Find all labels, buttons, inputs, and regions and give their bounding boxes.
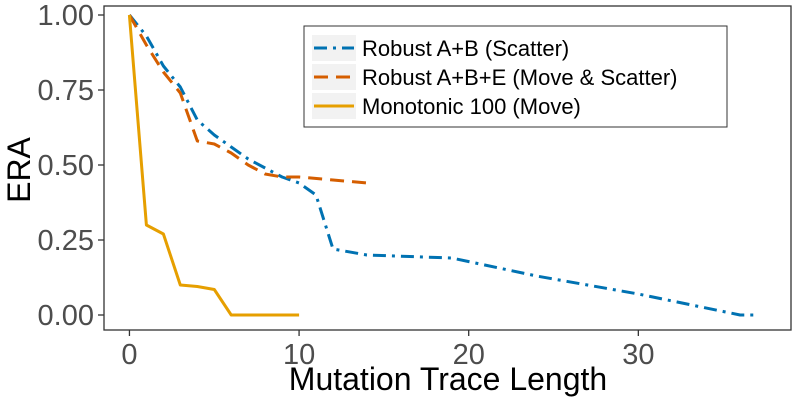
legend-label-1: Robust A+B (Scatter) (362, 36, 569, 61)
x-tick-label: 0 (121, 339, 137, 371)
series-line-2 (128, 14, 368, 185)
plot-panel-border (103, 5, 792, 331)
y-tick-label: 1.00 (38, 0, 94, 32)
legend-box (303, 25, 728, 128)
x-axis-title: Mutation Trace Length (289, 361, 607, 397)
y-tick-label: 0.00 (38, 300, 94, 332)
x-tick-label: 10 (283, 339, 315, 371)
series-line-3 (127, 14, 300, 317)
x-tick-label: 20 (453, 339, 485, 371)
y-axis-title: ERA (1, 136, 37, 202)
y-tick-label: 0.75 (38, 75, 94, 107)
legend-label-2: Robust A+B+E (Move & Scatter) (362, 65, 677, 90)
series-line-1 (128, 14, 758, 317)
x-tick-label: 30 (622, 339, 654, 371)
y-tick-label: 0.25 (38, 225, 94, 257)
legend: Robust A+B (Scatter) Robust A+B+E (Move &… (303, 25, 728, 128)
legend-label-3: Monotonic 100 (Move) (362, 94, 581, 119)
y-tick-label: 0.50 (38, 150, 94, 182)
